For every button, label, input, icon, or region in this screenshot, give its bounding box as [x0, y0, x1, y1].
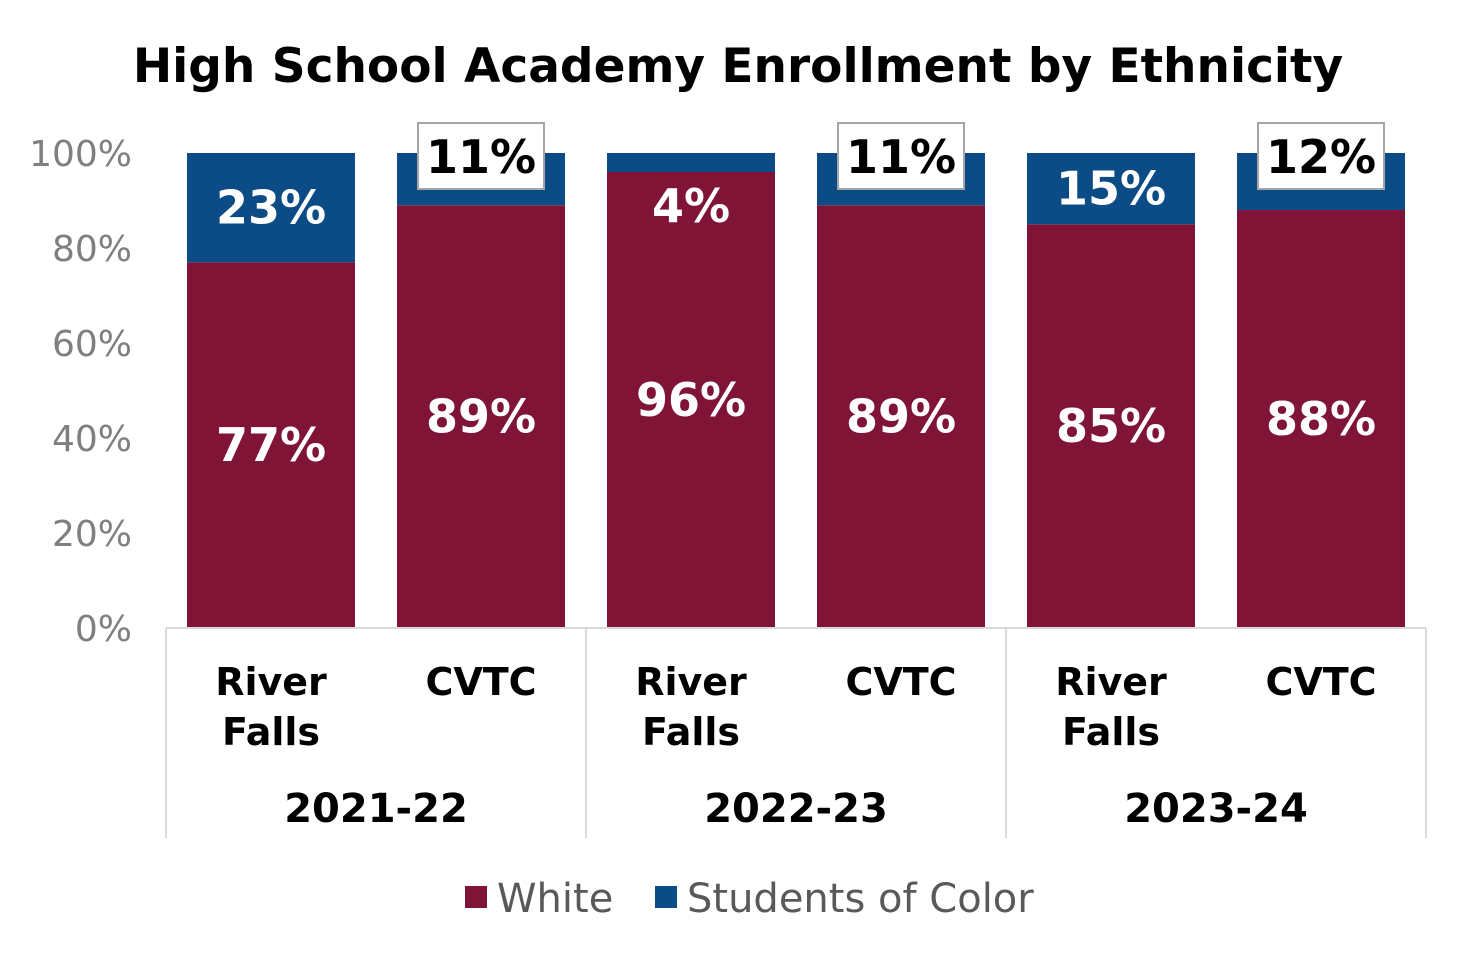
- category-label: River: [635, 660, 747, 704]
- bar-white: [817, 205, 985, 628]
- bar-white: [397, 205, 565, 628]
- y-tick-label: 20%: [52, 514, 132, 555]
- y-tick-label: 80%: [52, 229, 132, 270]
- data-label-students-of-color: 11%: [846, 130, 956, 184]
- legend: White Students of Color: [465, 876, 1034, 922]
- category-label: CVTC: [845, 660, 956, 704]
- category-label: Falls: [222, 710, 320, 754]
- group-label: 2021-22: [284, 786, 468, 832]
- data-label-box: [837, 122, 965, 190]
- data-label-white: 85%: [1056, 399, 1166, 453]
- bar-students-of-color: [1027, 153, 1195, 225]
- bar-white: [187, 262, 355, 628]
- y-tick-label: 0%: [75, 609, 132, 650]
- data-label-students-of-color: 23%: [216, 181, 326, 235]
- bar-students-of-color: [607, 153, 775, 172]
- data-label-students-of-color: 4%: [652, 179, 730, 233]
- category-label: River: [1055, 660, 1167, 704]
- bars: 77% 23% 89% 11% 96% 4% 89% 11% 85% 15% 88% 12%: [187, 122, 1405, 628]
- bar-white: [1027, 224, 1195, 628]
- bar-students-of-color: [187, 153, 355, 263]
- x-axis: River Falls CVTC 2021-22 River Falls CVTC 2022-…: [165, 627, 1427, 838]
- data-label-students-of-color: 12%: [1266, 130, 1376, 184]
- data-label-box: [417, 122, 545, 190]
- category-label: Falls: [642, 710, 740, 754]
- y-tick-label: 100%: [29, 134, 132, 175]
- category-label: CVTC: [1265, 660, 1376, 704]
- group-label: 2022-23: [704, 786, 888, 832]
- legend-label: Students of Color: [687, 876, 1034, 922]
- group-label: 2023-24: [1124, 786, 1308, 832]
- data-label-white: 88%: [1266, 392, 1376, 446]
- bar-white: [607, 172, 775, 628]
- y-axis: 0% 20% 40% 60% 80% 100%: [29, 134, 132, 650]
- legend-label: White: [497, 876, 613, 922]
- data-label-white: 77%: [216, 418, 326, 472]
- data-label-white: 89%: [846, 390, 956, 444]
- bar-white: [1237, 210, 1405, 628]
- data-label-students-of-color: 11%: [426, 130, 536, 184]
- category-label: Falls: [1062, 710, 1160, 754]
- category-label: CVTC: [425, 660, 536, 704]
- y-tick-label: 40%: [52, 419, 132, 460]
- legend-swatch-students-of-color: [655, 886, 677, 908]
- legend-swatch-white: [465, 886, 487, 908]
- category-label: River: [215, 660, 327, 704]
- y-tick-label: 60%: [52, 324, 132, 365]
- chart-title: High School Academy Enrollment by Ethnic…: [133, 39, 1343, 94]
- data-label-white: 96%: [636, 373, 746, 427]
- data-label-white: 89%: [426, 390, 536, 444]
- data-label-box: [1257, 122, 1385, 190]
- data-label-students-of-color: 15%: [1056, 162, 1166, 216]
